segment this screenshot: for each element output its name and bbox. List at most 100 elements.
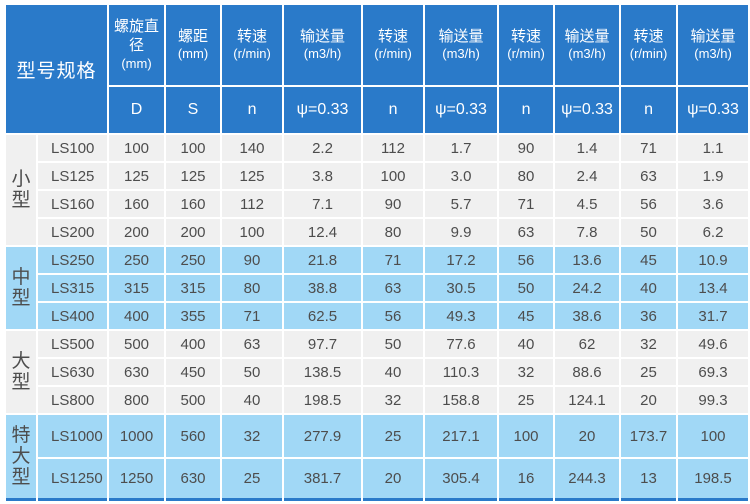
col-header-capacity-3: 输送量 (m3/h): [555, 5, 620, 85]
col-label: 输送量: [564, 27, 610, 45]
col-header-speed-1: 转速 (r/min): [222, 5, 283, 85]
col-header-speed-4: 转速 (r/min): [621, 5, 677, 85]
value-cell: 200: [166, 219, 221, 245]
value-cell: 124.1: [555, 387, 620, 413]
value-cell: 112: [222, 191, 283, 217]
col-label: 输送量: [438, 27, 484, 45]
model-cell: LS400: [38, 303, 108, 329]
value-cell: 100: [166, 135, 221, 161]
col-label: 输送量: [300, 27, 346, 45]
value-cell: 32: [363, 387, 424, 413]
table-row: LS400 400 355 71 62.5 56 49.3 45 38.6 36 31.7: [6, 303, 749, 329]
value-cell: 71: [222, 303, 283, 329]
value-cell: 25: [222, 459, 283, 501]
table-row: 大型 LS500 500 400 63 97.7 50 77.6 40 62 32 49.6: [6, 331, 749, 413]
header-row-sub: D S n ψ=0.33 n ψ=0.33 n ψ=0.33 n ψ=0.33: [6, 87, 749, 133]
value-cell: 88.6: [555, 359, 620, 385]
value-cell: 158.8: [425, 387, 498, 413]
group-label: 特大型: [6, 415, 36, 501]
value-cell: 160: [166, 191, 221, 217]
sub-header-S: S: [166, 87, 221, 133]
value-cell: 800: [109, 387, 165, 413]
value-cell: 13.6: [555, 247, 620, 273]
value-cell: 450: [166, 359, 221, 385]
table-row: LS800 800 500 40 198.5 32 158.8 25 124.1 20 99.3: [6, 387, 749, 413]
sub-header-n-2: n: [363, 87, 424, 133]
value-cell: 110.3: [425, 359, 498, 385]
value-cell: 125: [166, 163, 221, 189]
model-cell: LS250: [38, 247, 108, 273]
value-cell: 20: [363, 459, 424, 501]
value-cell: 100: [363, 163, 424, 189]
value-cell: 198.5: [678, 459, 749, 501]
model-cell: LS800: [38, 387, 108, 413]
value-cell: 125: [109, 163, 165, 189]
table-row: LS160 160 160 112 7.1 90 5.7 71 4.5 56 3.6: [6, 191, 749, 217]
value-cell: 7.1: [284, 191, 362, 217]
value-cell: 50: [499, 275, 554, 301]
value-cell: 112: [363, 135, 424, 161]
value-cell: 31.7: [678, 303, 749, 329]
value-cell: 56: [363, 303, 424, 329]
sub-header-psi-2: ψ=0.33: [425, 87, 498, 133]
value-cell: 500: [109, 331, 165, 357]
value-cell: 38.6: [555, 303, 620, 329]
value-cell: 32: [222, 415, 283, 457]
value-cell: 13.4: [678, 275, 749, 301]
value-cell: 1.1: [678, 135, 749, 161]
value-cell: 71: [621, 135, 677, 161]
value-cell: 90: [499, 135, 554, 161]
value-cell: 355: [166, 303, 221, 329]
value-cell: 50: [222, 359, 283, 385]
value-cell: 40: [621, 275, 677, 301]
value-cell: 125: [222, 163, 283, 189]
value-cell: 200: [109, 219, 165, 245]
col-unit: (mm): [177, 46, 209, 62]
value-cell: 24.2: [555, 275, 620, 301]
model-cell: LS1000: [38, 415, 108, 457]
value-cell: 400: [109, 303, 165, 329]
value-cell: 63: [621, 163, 677, 189]
value-cell: 2.2: [284, 135, 362, 161]
sub-header-D: D: [109, 87, 165, 133]
value-cell: 21.8: [284, 247, 362, 273]
value-cell: 1.7: [425, 135, 498, 161]
value-cell: 10.9: [678, 247, 749, 273]
value-cell: 100: [499, 415, 554, 457]
value-cell: 63: [499, 219, 554, 245]
model-cell: LS315: [38, 275, 108, 301]
col-unit: (m3/h): [694, 46, 732, 62]
col-label: 输送量: [690, 27, 736, 45]
value-cell: 40: [222, 387, 283, 413]
value-cell: 138.5: [284, 359, 362, 385]
sub-header-psi-3: ψ=0.33: [555, 87, 620, 133]
model-cell: LS630: [38, 359, 108, 385]
value-cell: 50: [363, 331, 424, 357]
value-cell: 97.7: [284, 331, 362, 357]
value-cell: 217.1: [425, 415, 498, 457]
value-cell: 3.8: [284, 163, 362, 189]
col-unit: (r/min): [374, 46, 412, 62]
value-cell: 40: [363, 359, 424, 385]
value-cell: 9.9: [425, 219, 498, 245]
value-cell: 90: [363, 191, 424, 217]
value-cell: 7.8: [555, 219, 620, 245]
model-cell: LS200: [38, 219, 108, 245]
value-cell: 160: [109, 191, 165, 217]
value-cell: 381.7: [284, 459, 362, 501]
col-label: 转速: [237, 27, 268, 45]
model-cell: LS500: [38, 331, 108, 357]
col-unit: (r/min): [233, 46, 271, 62]
value-cell: 305.4: [425, 459, 498, 501]
sub-header-n-3: n: [499, 87, 554, 133]
table-body: 小型 LS100 100 100 140 2.2 112 1.7 90 1.4 71 1.1 LS125…: [6, 135, 749, 501]
corner-header: 型号规格: [6, 5, 108, 133]
col-unit: (r/min): [629, 46, 668, 62]
value-cell: 32: [499, 359, 554, 385]
value-cell: 630: [109, 359, 165, 385]
value-cell: 400: [166, 331, 221, 357]
col-label: 转速: [378, 27, 409, 45]
value-cell: 90: [222, 247, 283, 273]
value-cell: 69.3: [678, 359, 749, 385]
